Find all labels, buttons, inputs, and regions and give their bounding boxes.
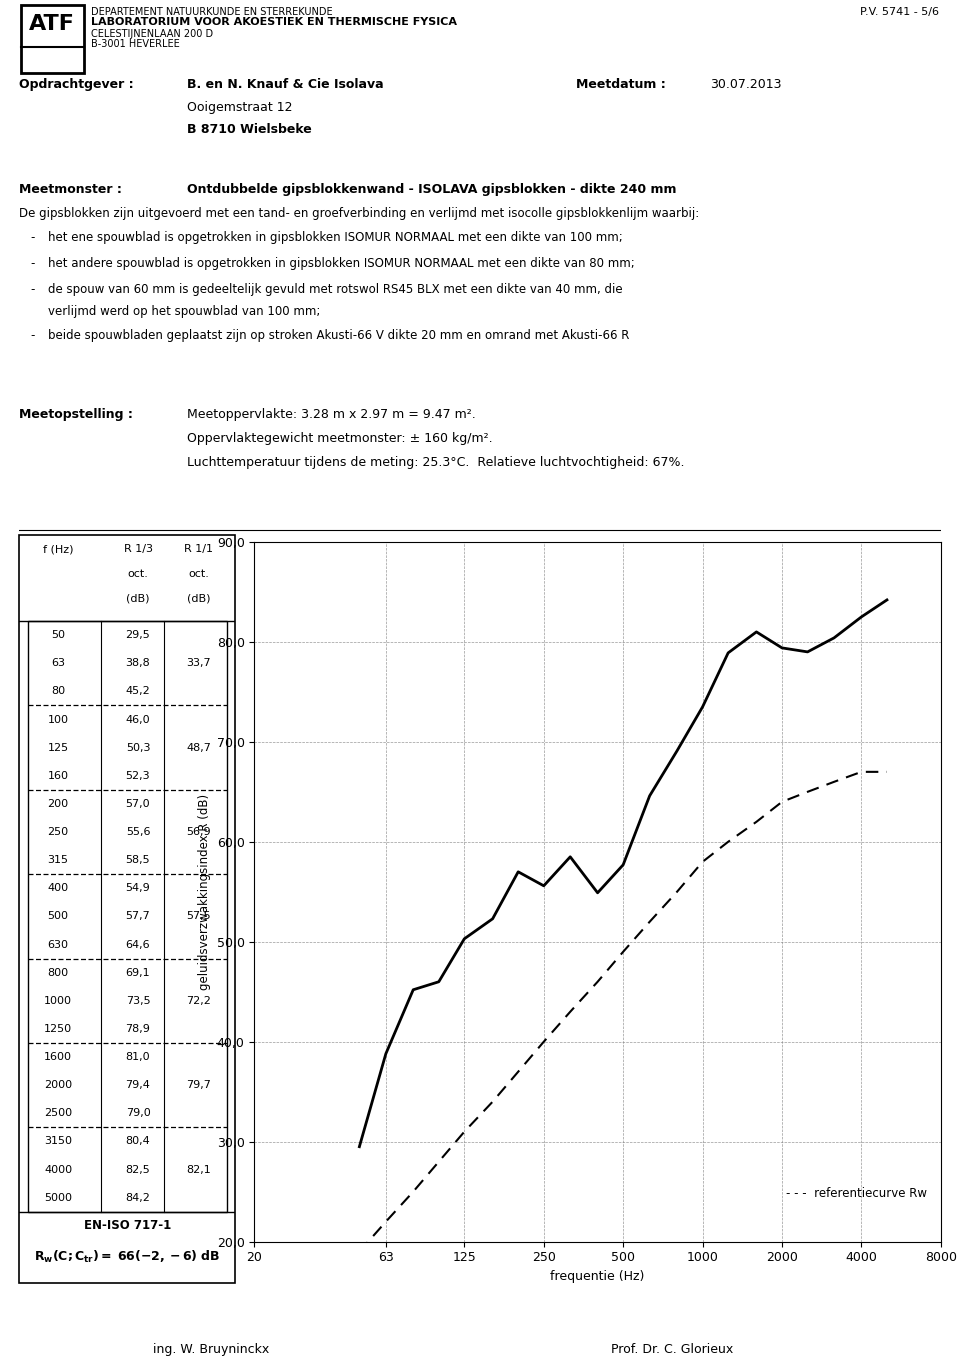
Text: 33,7: 33,7 (186, 659, 211, 668)
Text: 30.07.2013: 30.07.2013 (710, 78, 781, 92)
Bar (21, 5, 84, 74)
Text: Meetdatum :: Meetdatum : (576, 78, 665, 92)
Text: 500: 500 (48, 911, 68, 922)
Text: de spouw van 60 mm is gedeeltelijk gevuld met rotswol RS45 BLX met een dikte van: de spouw van 60 mm is gedeeltelijk gevul… (48, 283, 623, 296)
Text: verlijmd werd op het spouwblad van 100 mm;: verlijmd werd op het spouwblad van 100 m… (48, 305, 321, 318)
Text: 54,9: 54,9 (126, 884, 151, 893)
Text: P.V. 5741 - 5/6: P.V. 5741 - 5/6 (860, 7, 939, 16)
Bar (28, 622, 227, 1211)
Text: 800: 800 (47, 967, 69, 978)
Text: 38,8: 38,8 (126, 659, 151, 668)
Text: (dB): (dB) (187, 594, 210, 604)
Text: Opdrachtgever :: Opdrachtgever : (19, 78, 133, 92)
Text: 29,5: 29,5 (126, 630, 151, 641)
Text: (dB): (dB) (127, 594, 150, 604)
Text: 82,5: 82,5 (126, 1165, 151, 1174)
Text: 79,7: 79,7 (186, 1080, 211, 1091)
Text: 1000: 1000 (44, 996, 72, 1006)
Text: oct.: oct. (188, 569, 209, 579)
Text: ATF: ATF (30, 14, 75, 34)
Text: 58,5: 58,5 (126, 855, 151, 866)
Text: 64,6: 64,6 (126, 940, 151, 949)
Text: 2000: 2000 (44, 1080, 72, 1091)
Text: De gipsblokken zijn uitgevoerd met een tand- en groefverbinding en verlijmd met : De gipsblokken zijn uitgevoerd met een t… (19, 207, 700, 220)
Text: 52,3: 52,3 (126, 771, 151, 781)
Text: 79,4: 79,4 (126, 1080, 151, 1091)
Text: B 8710 Wielsbeke: B 8710 Wielsbeke (187, 122, 312, 136)
Text: - - -  referentiecurve Rw: - - - referentiecurve Rw (786, 1187, 927, 1199)
Text: 1250: 1250 (44, 1024, 72, 1034)
Text: het andere spouwblad is opgetrokken in gipsblokken ISOMUR NORMAAL met een dikte : het andere spouwblad is opgetrokken in g… (48, 257, 635, 270)
Text: Prof. Dr. C. Glorieux: Prof. Dr. C. Glorieux (611, 1342, 733, 1356)
Text: ing. W. Bruyninckx: ing. W. Bruyninckx (153, 1342, 270, 1356)
Text: 81,0: 81,0 (126, 1052, 151, 1062)
Text: f (Hz): f (Hz) (43, 545, 73, 554)
Text: 73,5: 73,5 (126, 996, 151, 1006)
Text: 160: 160 (48, 771, 68, 781)
Text: 69,1: 69,1 (126, 967, 151, 978)
Text: 63: 63 (51, 659, 65, 668)
Text: 200: 200 (47, 799, 69, 809)
Text: 48,7: 48,7 (186, 742, 211, 753)
X-axis label: frequentie (Hz): frequentie (Hz) (550, 1270, 645, 1283)
Text: Oppervlaktegewicht meetmonster: ± 160 kg/m².: Oppervlaktegewicht meetmonster: ± 160 kg… (187, 432, 492, 445)
Text: 82,1: 82,1 (186, 1165, 211, 1174)
Text: CELESTIJNENLAAN 200 D: CELESTIJNENLAAN 200 D (91, 29, 213, 40)
Text: $\mathbf{R_w(C;C_{tr})}$$\mathbf{ = \ 66(-2,-6) \ dB}$: $\mathbf{R_w(C;C_{tr})}$$\mathbf{ = \ 66… (35, 1249, 220, 1265)
Text: 400: 400 (47, 884, 69, 893)
Text: EN-ISO 717-1: EN-ISO 717-1 (84, 1220, 171, 1232)
Text: 79,0: 79,0 (126, 1109, 151, 1118)
Text: 315: 315 (48, 855, 68, 866)
Text: 100: 100 (48, 715, 68, 724)
Text: 78,9: 78,9 (126, 1024, 151, 1034)
Text: 2500: 2500 (44, 1109, 72, 1118)
Text: het ene spouwblad is opgetrokken in gipsblokken ISOMUR NORMAAL met een dikte van: het ene spouwblad is opgetrokken in gips… (48, 230, 623, 244)
Text: DEPARTEMENT NATUURKUNDE EN STERREKUNDE: DEPARTEMENT NATUURKUNDE EN STERREKUNDE (91, 7, 333, 16)
Text: 630: 630 (48, 940, 68, 949)
Text: 80,4: 80,4 (126, 1136, 151, 1147)
Text: -: - (31, 283, 36, 296)
Text: 46,0: 46,0 (126, 715, 151, 724)
Text: R 1/3: R 1/3 (124, 545, 153, 554)
Text: oct.: oct. (128, 569, 149, 579)
Text: -: - (31, 329, 36, 342)
Text: 72,2: 72,2 (186, 996, 211, 1006)
Y-axis label: geluidsverzwakkingsindex R (dB): geluidsverzwakkingsindex R (dB) (198, 794, 211, 989)
Text: R 1/1: R 1/1 (184, 545, 213, 554)
Text: Ooigemstraat 12: Ooigemstraat 12 (187, 100, 293, 114)
Text: 5000: 5000 (44, 1192, 72, 1203)
Text: 57,5: 57,5 (186, 911, 211, 922)
Text: Meetoppervlakte: 3.28 m x 2.97 m = 9.47 m².: Meetoppervlakte: 3.28 m x 2.97 m = 9.47 … (187, 407, 476, 421)
Text: 125: 125 (47, 742, 69, 753)
Text: 57,0: 57,0 (126, 799, 151, 809)
Text: 80: 80 (51, 686, 65, 697)
Text: 4000: 4000 (44, 1165, 72, 1174)
Text: 3150: 3150 (44, 1136, 72, 1147)
Text: Meetopstelling :: Meetopstelling : (19, 407, 133, 421)
Text: 50: 50 (51, 630, 65, 641)
Text: Meetmonster :: Meetmonster : (19, 182, 122, 196)
Text: -: - (31, 230, 36, 244)
Text: 50,3: 50,3 (126, 742, 151, 753)
Text: 45,2: 45,2 (126, 686, 151, 697)
Text: Ontdubbelde gipsblokkenwand - ISOLAVA gipsblokken - dikte 240 mm: Ontdubbelde gipsblokkenwand - ISOLAVA gi… (187, 182, 677, 196)
Text: 1600: 1600 (44, 1052, 72, 1062)
Text: LABORATORIUM VOOR AKOESTIEK EN THERMISCHE FYSICA: LABORATORIUM VOOR AKOESTIEK EN THERMISCH… (91, 16, 457, 27)
Text: 55,6: 55,6 (126, 827, 151, 837)
Text: B-3001 HEVERLEE: B-3001 HEVERLEE (91, 40, 180, 49)
Text: B. en N. Knauf & Cie Isolava: B. en N. Knauf & Cie Isolava (187, 78, 384, 92)
Text: 250: 250 (47, 827, 69, 837)
Text: Luchttemperatuur tijdens de meting: 25.3°C.  Relatieve luchtvochtigheid: 67%.: Luchttemperatuur tijdens de meting: 25.3… (187, 456, 684, 469)
Text: beide spouwbladen geplaatst zijn op stroken Akusti-66 V dikte 20 mm en omrand me: beide spouwbladen geplaatst zijn op stro… (48, 329, 630, 342)
Text: 84,2: 84,2 (126, 1192, 151, 1203)
Text: -: - (31, 257, 36, 270)
Text: 56,9: 56,9 (186, 827, 211, 837)
Text: 57,7: 57,7 (126, 911, 151, 922)
